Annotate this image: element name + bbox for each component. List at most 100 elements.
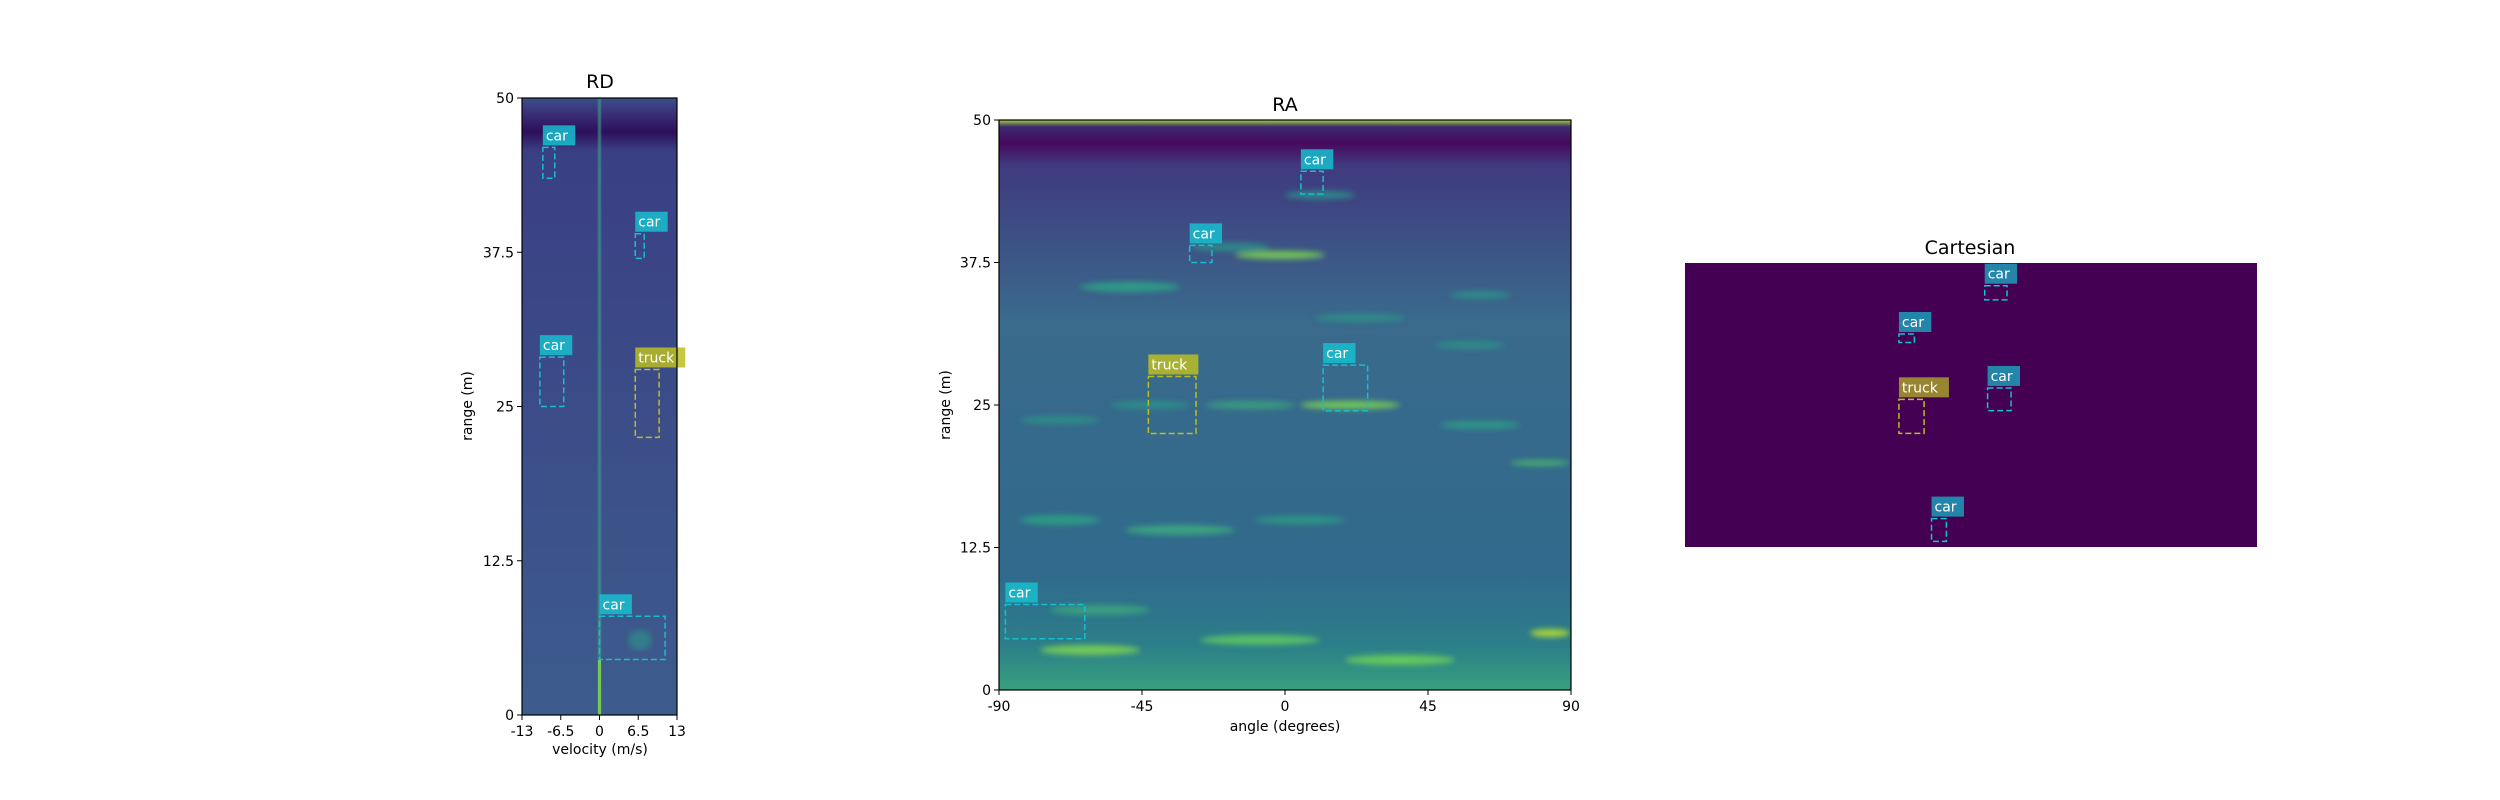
ra-texture-streak — [1200, 635, 1320, 645]
ra-detection-tag-bg — [1005, 582, 1038, 603]
rd-detections: car car car truck car — [539, 125, 686, 661]
ra-detection-box — [1300, 170, 1324, 195]
ra-y-tick-label: 37.5 — [960, 256, 991, 272]
ra-detection-tag-bg — [1189, 223, 1223, 244]
rd-near-blob — [628, 630, 652, 650]
ra-detection-tag-bg — [1148, 354, 1199, 375]
cartesian-title: Cartesian — [1925, 237, 2016, 259]
rd-panel: RD car car car truck car -13 -6.5 0 6.5 13 0 12.5… — [460, 71, 686, 758]
ra-texture-streak — [1110, 401, 1190, 409]
ra-detection-label: car — [1326, 346, 1348, 362]
rd-y-tick-label: 50 — [496, 91, 514, 107]
cartesian-detection-box — [1898, 333, 1916, 344]
cartesian-detections: car car truck car car — [1898, 263, 2020, 543]
cartesian-detection-label: truck — [1902, 380, 1939, 396]
cartesian-detection-label: car — [1902, 315, 1924, 331]
ra-detections: car car truck car car — [1004, 149, 1369, 640]
cartesian-detection-box — [1986, 387, 2012, 412]
rd-detection-box — [634, 368, 660, 439]
cartesian-detection-label: car — [1988, 267, 2010, 283]
rd-detection-box — [598, 615, 666, 661]
rd-detection-tag-bg — [542, 125, 576, 146]
rd-x-tick-label: -13 — [511, 724, 534, 740]
rd-x-tick-label: -6.5 — [547, 724, 574, 740]
ra-texture-streak — [1300, 401, 1400, 409]
rd-x-tick-label: 0 — [595, 724, 604, 740]
ra-x-axis-label: angle (degrees) — [1230, 719, 1341, 735]
cartesian-canvas — [1685, 263, 2257, 547]
cartesian-panel: Cartesian car car truck car car — [1685, 237, 2257, 547]
cartesian-detection-box — [1930, 517, 1948, 543]
rd-y-tick-label: 37.5 — [483, 245, 514, 261]
cartesian-detection-tag-bg — [1984, 263, 2018, 284]
rd-detection-label: truck — [638, 350, 675, 366]
rd-detection-tag-bg — [635, 347, 686, 368]
ra-detection-label: car — [1008, 586, 1030, 602]
ra-texture-streak — [1285, 191, 1355, 199]
cartesian-detection-label: car — [1991, 369, 2013, 385]
rd-x-axis-label: velocity (m/s) — [552, 742, 648, 758]
ra-y-tick-label: 12.5 — [960, 541, 991, 557]
rd-y-tick-label: 0 — [505, 708, 514, 724]
ra-detection-box — [1188, 244, 1213, 264]
ra-x-tick-label: -45 — [1131, 699, 1154, 715]
cartesian-detection-tag-bg — [1931, 496, 1964, 517]
rd-detection-box — [539, 356, 565, 408]
rd-y-axis-label: range (m) — [460, 371, 476, 441]
rd-y-tick-label: 12.5 — [483, 554, 514, 570]
cartesian-detection-box — [1983, 284, 2008, 301]
ra-texture-streak — [1190, 243, 1270, 251]
ra-texture-streak — [1235, 251, 1325, 259]
ra-x-ticks: -90 -45 0 45 90 — [988, 690, 1580, 715]
rd-detection-label: car — [603, 597, 625, 613]
ra-detection-tag-bg — [1300, 149, 1334, 170]
ra-texture-streak — [1440, 421, 1520, 429]
ra-texture-streak — [1345, 655, 1455, 665]
ra-x-tick-label: 90 — [1562, 699, 1580, 715]
rd-zero-velocity-near-stripe — [598, 660, 601, 715]
ra-texture-streak — [1050, 605, 1150, 615]
ra-title: RA — [1272, 94, 1297, 116]
ra-x-tick-label: 0 — [1281, 699, 1290, 715]
rd-title: RD — [586, 71, 614, 93]
ra-texture-streak — [1255, 516, 1345, 524]
ra-texture-streak — [1510, 460, 1570, 466]
rd-detection-label: car — [638, 215, 660, 231]
ra-y-ticks: 0 12.5 25 37.5 50 — [960, 113, 999, 699]
ra-texture-streak — [1020, 416, 1100, 424]
ra-texture — [1020, 191, 1570, 665]
ra-texture-streak — [1435, 341, 1505, 349]
ra-texture-streak — [1125, 525, 1235, 535]
cartesian-detection-box — [1898, 398, 1925, 435]
ra-detection-label: car — [1304, 152, 1326, 168]
rd-zero-velocity-stripe — [598, 98, 601, 715]
ra-texture-streak — [1315, 314, 1405, 322]
rd-x-tick-label: 13 — [668, 724, 686, 740]
cartesian-detection-tag-bg — [1987, 365, 2020, 386]
rd-detection-tag-bg — [599, 594, 632, 615]
ra-detection-label: truck — [1151, 358, 1188, 374]
rd-y-ticks: 0 12.5 25 37.5 50 — [483, 91, 522, 724]
cartesian-detection-tag-bg — [1898, 312, 1932, 332]
ra-texture-streak — [1020, 515, 1100, 525]
rd-x-tick-label: 6.5 — [627, 724, 649, 740]
ra-texture-streak — [1205, 401, 1295, 409]
rd-detection-tag-bg — [635, 211, 668, 232]
ra-y-tick-label: 50 — [973, 113, 991, 129]
ra-texture-streak — [1040, 645, 1140, 655]
ra-detection-box — [1322, 364, 1369, 412]
ra-detection-tag-bg — [1323, 343, 1356, 364]
ra-detection-label: car — [1193, 226, 1215, 242]
ra-x-tick-label: -90 — [988, 699, 1011, 715]
ra-detection-box — [1004, 603, 1086, 640]
ra-texture-streak — [1530, 629, 1570, 637]
ra-y-axis-label: range (m) — [938, 370, 954, 440]
ra-detection-box — [1147, 375, 1197, 435]
ra-x-tick-label: 45 — [1419, 699, 1437, 715]
rd-detection-label: car — [543, 338, 565, 354]
rd-detection-label: car — [546, 128, 568, 144]
ra-y-tick-label: 0 — [982, 683, 991, 699]
ra-texture-streak — [1450, 291, 1510, 299]
ra-texture-streak — [1080, 282, 1180, 292]
